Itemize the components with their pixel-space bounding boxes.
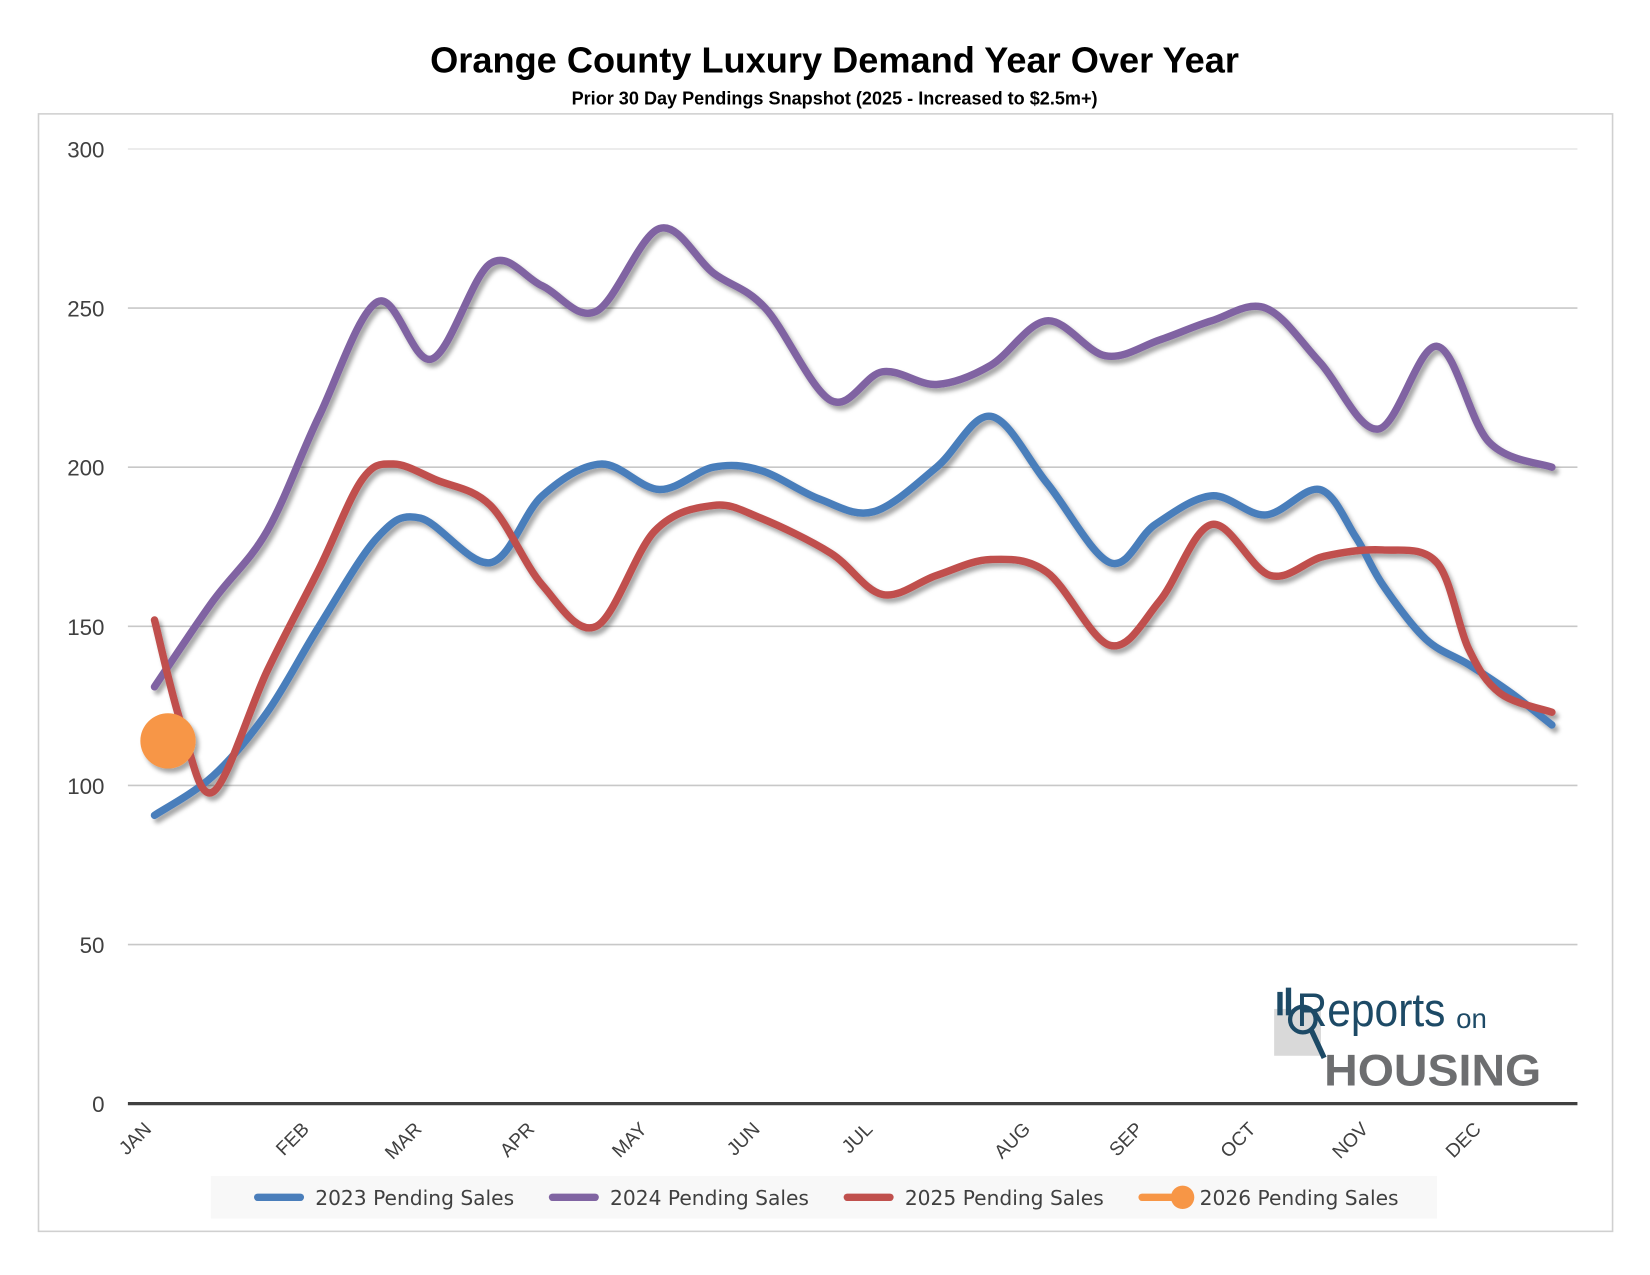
2025-pending-sales-line	[150, 460, 1556, 797]
legend-label: 2023 Pending Sales	[315, 1186, 514, 1210]
y-tick-label: 300	[67, 138, 104, 163]
legend-background	[210, 1176, 1437, 1219]
y-tick-label: 150	[67, 615, 104, 640]
y-tick-label: 250	[67, 297, 104, 322]
svg-text:on: on	[1456, 1003, 1487, 1034]
chart-title: Orange County Luxury Demand Year Over Ye…	[430, 39, 1239, 80]
svg-text:HOUSING: HOUSING	[1324, 1047, 1541, 1096]
series-lines	[140, 224, 1556, 820]
y-tick-label: 0	[92, 1092, 104, 1117]
2026-pending-sales-point	[140, 713, 196, 769]
legend-label: 2026 Pending Sales	[1200, 1186, 1399, 1210]
svg-text:Reports: Reports	[1296, 984, 1445, 1036]
legend: 2023 Pending Sales 2024 Pending Sales 2025…	[210, 1176, 1437, 1219]
y-tick-label: 200	[67, 456, 104, 481]
chart-frame	[37, 113, 1614, 1233]
reports-on-housing-logo: Reports on HOUSING	[1274, 984, 1541, 1096]
legend-label: 2025 Pending Sales	[905, 1186, 1104, 1210]
y-tick-label: 100	[67, 774, 104, 799]
legend-marker	[1170, 1185, 1195, 1210]
y-tick-label: 50	[80, 933, 105, 958]
legend-label: 2024 Pending Sales	[610, 1186, 809, 1210]
chart-subtitle: Prior 30 Day Pendings Snapshot (2025 - I…	[572, 88, 1098, 108]
2023-pending-sales-line	[150, 412, 1556, 820]
2024-pending-sales-line	[150, 224, 1556, 691]
y-axis-ticks: 0 50 100 150 200 250 300	[67, 138, 104, 1118]
